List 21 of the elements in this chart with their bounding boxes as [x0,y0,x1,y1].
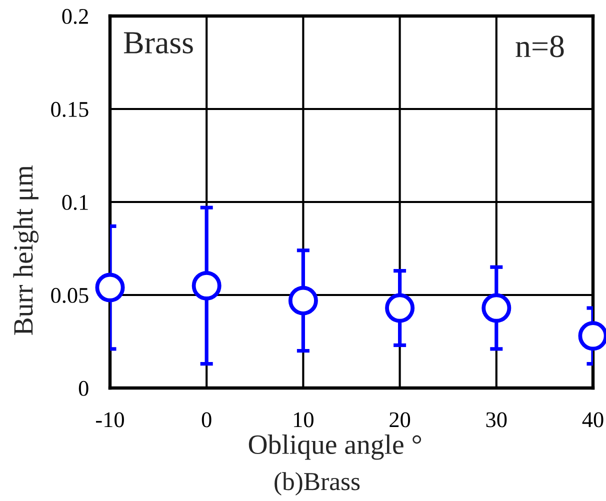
y-tick-label: 0.1 [62,194,88,210]
text: (b)Brass [274,472,360,496]
y-tick-label: 0.2 [62,8,88,24]
point [192,270,222,300]
x-tick-label: 40 [582,412,604,428]
point [385,293,415,323]
annotation: n=8 [516,36,564,58]
x-tick-label: 20 [390,412,410,428]
y-axis-title: Burr height μm [13,165,39,335]
annotation: Brass [124,32,193,54]
y-tick-label: 0.15 [51,102,88,118]
x-tick-label: 0 [202,412,212,428]
x-tick-label: -10 [96,412,124,428]
x-axis-title: Oblique angle ° [248,434,422,460]
point [95,272,125,302]
y-tick-label: 0 [78,380,88,396]
point [288,286,318,316]
point [482,293,512,323]
x-tick-label: 30 [486,412,507,428]
y-tick-label: 0.05 [51,288,88,304]
x-tick-label: 10 [294,412,314,428]
